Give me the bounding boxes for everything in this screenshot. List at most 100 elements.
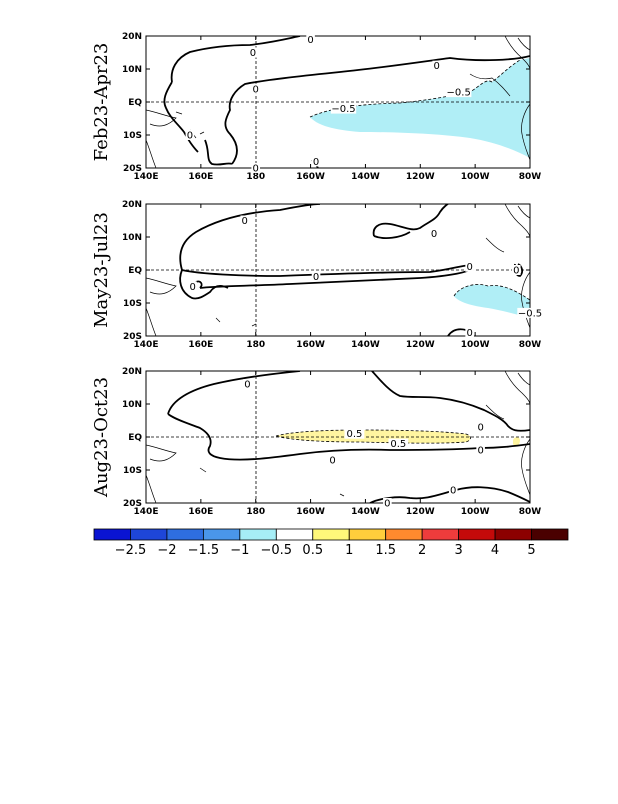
- colorbar-swatch: [93, 528, 131, 541]
- x-tick-label: 140W: [351, 340, 380, 350]
- contour-label-bg: [328, 455, 337, 466]
- contour-label-bg: [445, 87, 472, 98]
- contour-label-bg: [311, 156, 321, 167]
- contour-label: 0: [187, 131, 193, 142]
- colorbar-swatch: [166, 528, 204, 541]
- x-tick-label: 100W: [461, 340, 490, 350]
- contour-label: 0: [307, 35, 313, 46]
- contour-label-bg: [465, 261, 474, 272]
- x-tick-label: 160E: [188, 172, 213, 182]
- contour-label-bg: [185, 130, 195, 140]
- contour-label-bg: [476, 422, 485, 433]
- y-tick-label: 20S: [123, 332, 142, 342]
- y-tick-label: 20S: [123, 164, 142, 174]
- contour-label-bg: [188, 281, 197, 292]
- y-tick-label: EQ: [128, 98, 142, 108]
- colorbar-swatch: [385, 528, 423, 541]
- contour-zero: [181, 264, 473, 289]
- contour-zero: [170, 36, 301, 83]
- negative-anomaly-shading: [310, 58, 530, 158]
- x-tick-label: 160W: [296, 340, 325, 350]
- contour-label: 0: [477, 423, 483, 434]
- contour-label-bg: [388, 438, 409, 449]
- contour-label: 0: [313, 157, 319, 168]
- contour-minus-half: [453, 284, 530, 301]
- x-tick-label: 120W: [406, 172, 435, 182]
- x-tick-label: 140E: [134, 172, 159, 182]
- contour-label: 0: [242, 216, 248, 227]
- colorbar-swatch: [421, 528, 460, 541]
- contour-label: 0: [466, 262, 472, 273]
- colorbar-label: −0.5: [261, 543, 293, 558]
- y-tick-label: 10S: [123, 299, 142, 309]
- contour-zero: [179, 204, 321, 271]
- contour-label-bg: [383, 498, 392, 508]
- colorbar-label: −1.5: [188, 543, 220, 558]
- contour-zero: [163, 81, 199, 153]
- colorbar-label: 5: [527, 543, 535, 558]
- panel-title: May23-Jul23: [91, 212, 112, 328]
- contour-label: 0: [434, 61, 440, 72]
- x-tick-label: 160E: [188, 340, 213, 350]
- contour-label: 0: [189, 282, 195, 293]
- contour-label: 0: [431, 229, 437, 240]
- contour-label-bg: [243, 379, 252, 390]
- x-tick-label: 180: [246, 172, 265, 182]
- x-tick-label: 160E: [188, 507, 213, 517]
- x-tick-label: 120W: [406, 340, 435, 350]
- contour-zero: [447, 328, 467, 336]
- colorbar-swatch: [458, 528, 496, 541]
- contour-zero: [167, 371, 301, 415]
- contour-label-bg: [248, 47, 258, 58]
- x-tick-label: 140E: [134, 340, 159, 350]
- contour-label: −0.5: [447, 88, 471, 99]
- axis-tick-labels: 140E 160E 180 160W 140W 120W 100W 80W 20N 10N EQ 10…: [122, 32, 541, 517]
- contour-label-bg: [344, 428, 365, 439]
- contour-label: 0: [329, 456, 335, 467]
- x-tick-label: 80W: [519, 340, 542, 350]
- colorbar-swatch: [494, 528, 532, 541]
- contour-label: 0: [253, 84, 259, 95]
- contour-zero: [167, 413, 530, 461]
- y-tick-label: 20N: [122, 200, 142, 210]
- x-tick-label: 180: [246, 507, 265, 517]
- y-tick-label: 20S: [123, 499, 142, 509]
- contour-label: 0.5: [347, 429, 363, 440]
- colorbar-label: −1: [230, 543, 249, 558]
- contour-zero: [224, 55, 530, 165]
- contour-label: 0: [513, 266, 519, 277]
- contour-label-bg: [476, 445, 485, 456]
- x-tick-label: 100W: [461, 172, 490, 182]
- colorbar-swatch: [348, 528, 387, 541]
- colorbar-swatch: [130, 528, 168, 541]
- coastline-south-america: [521, 103, 530, 161]
- coastline-central-america: [485, 371, 530, 420]
- contour-label-bg: [429, 228, 439, 239]
- y-tick-label: 10N: [122, 65, 142, 75]
- contour-label-bg: [330, 103, 357, 114]
- y-tick-label: 10N: [122, 233, 142, 243]
- colorbar-label: 1: [345, 543, 353, 558]
- contour-label-bg: [251, 83, 261, 94]
- coastline-new-guinea: [146, 277, 257, 336]
- positive-anomaly-shading: [513, 437, 520, 447]
- contour-label: 0.5: [390, 439, 406, 450]
- contour-label: −0.5: [518, 308, 542, 319]
- contour-label-bg: [240, 215, 250, 226]
- colorbar-swatch: [202, 528, 241, 541]
- colorbar-label: 2: [418, 543, 426, 558]
- contour-label: 0: [466, 328, 472, 339]
- x-tick-label: 100W: [461, 507, 490, 517]
- contour-label: 0: [250, 48, 256, 59]
- contour-label: 0: [253, 164, 259, 175]
- y-tick-label: EQ: [128, 266, 142, 276]
- y-tick-label: 10S: [123, 466, 142, 476]
- x-tick-label: 180: [246, 340, 265, 350]
- colorbar-label: 3: [454, 543, 462, 558]
- coastline-new-guinea: [146, 444, 345, 503]
- contour-label: 0: [244, 380, 250, 391]
- panel-title: Aug23-Oct23: [91, 377, 112, 498]
- y-tick-label: 10S: [123, 131, 142, 141]
- contour-label-bg: [306, 34, 315, 45]
